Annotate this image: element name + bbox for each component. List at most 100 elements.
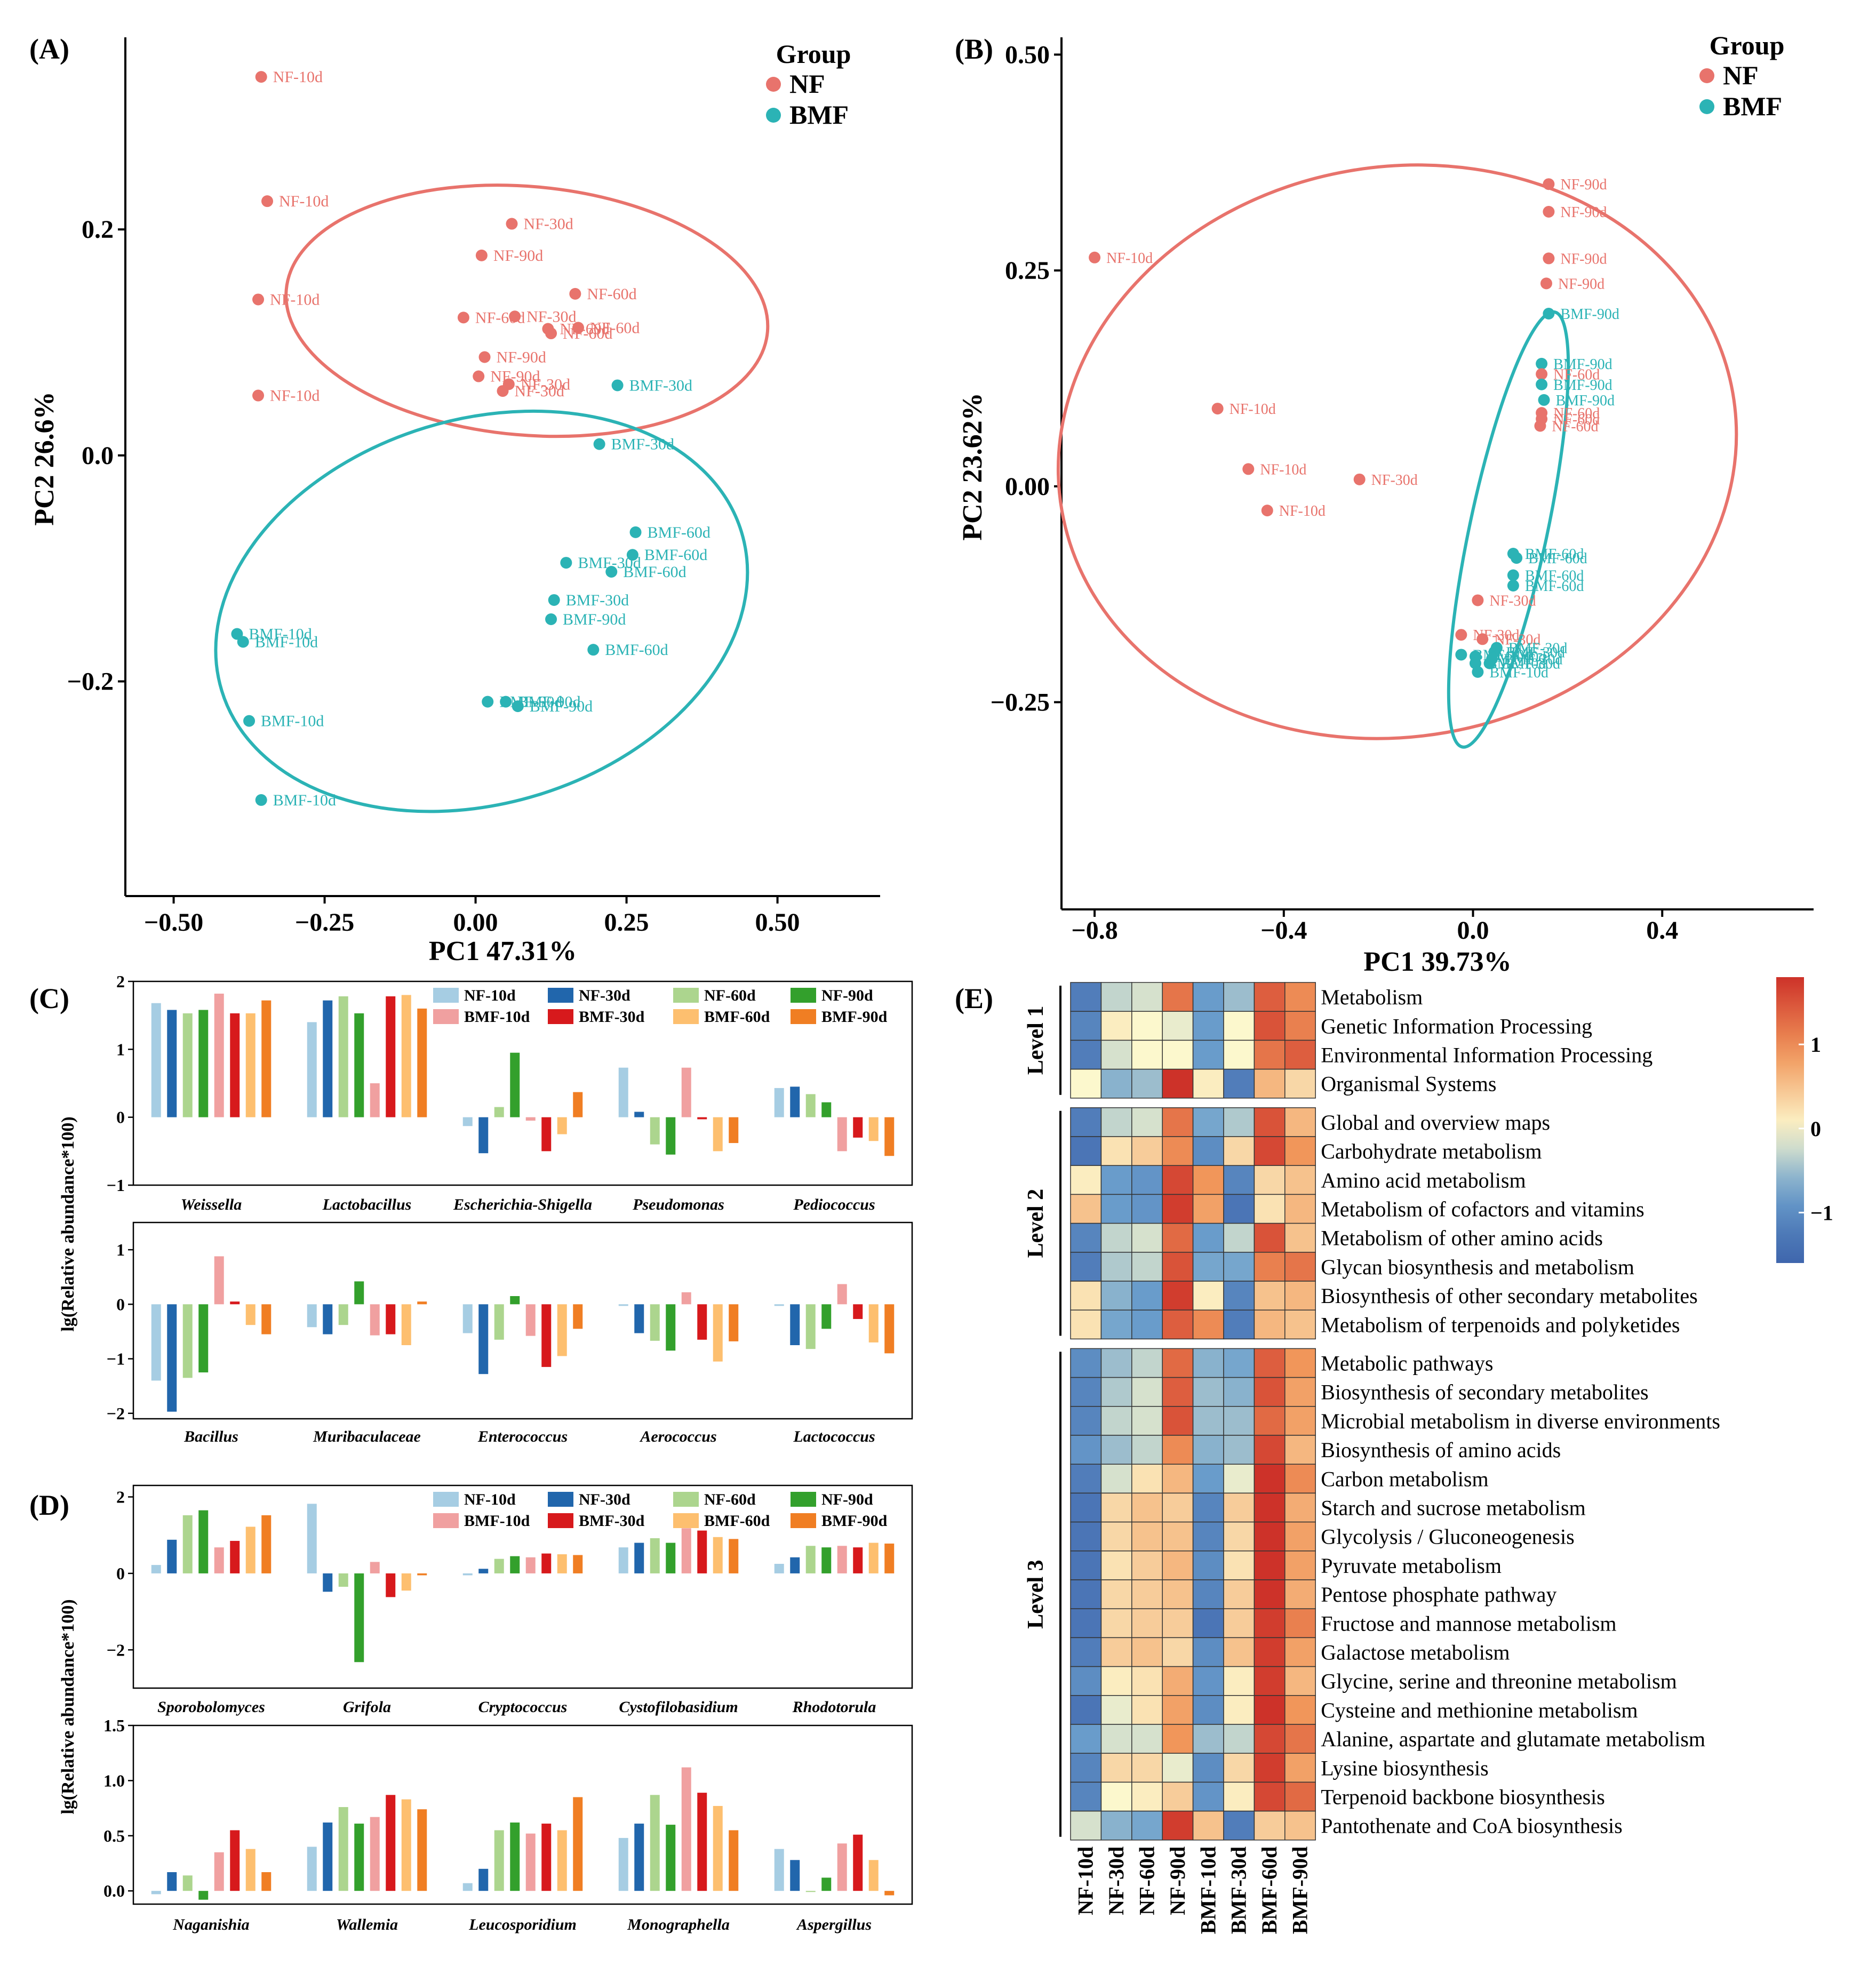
bar xyxy=(821,1877,832,1891)
heatmap-cell xyxy=(1223,1252,1255,1282)
heatmap-cell xyxy=(1100,1222,1132,1253)
legend-label: BMF-60d xyxy=(704,1008,770,1026)
bar xyxy=(417,1301,427,1305)
heatmap-cell xyxy=(1131,1464,1163,1494)
category-label: Aerococcus xyxy=(639,1428,716,1445)
point-label: NF-60d xyxy=(590,319,640,337)
heatmap-cell xyxy=(1223,1406,1255,1436)
y-tick-label: −0.25 xyxy=(991,688,1050,716)
sample-point xyxy=(587,644,600,656)
bar xyxy=(182,1013,193,1117)
panel-label: (A) xyxy=(29,33,69,65)
heatmap-cell xyxy=(1223,1464,1255,1494)
bar xyxy=(821,1547,832,1573)
heatmap-cell xyxy=(1223,1435,1255,1465)
panel-label: (E) xyxy=(955,982,993,1014)
heatmap-cell xyxy=(1284,1040,1316,1070)
column-label: BMF-90d xyxy=(1288,1847,1312,1934)
legend-label: NF xyxy=(1723,60,1759,90)
bar xyxy=(681,1067,691,1117)
point-label: NF-10d xyxy=(1230,401,1276,418)
category-label: Enterococcus xyxy=(477,1428,568,1445)
heatmap-cell xyxy=(1192,1377,1224,1407)
point-label: NF-90d xyxy=(497,349,546,366)
point-label: BMF-90d xyxy=(530,698,593,715)
heatmap-cell xyxy=(1162,1136,1194,1166)
sample-point xyxy=(1540,277,1552,290)
heatmap-cell xyxy=(1070,1281,1102,1310)
sample-point xyxy=(1511,552,1523,564)
bar xyxy=(713,1117,723,1152)
heatmap-cell xyxy=(1100,1666,1132,1696)
bar xyxy=(323,1573,333,1592)
y-tick-label: 0.0 xyxy=(82,442,114,470)
point-label: BMF-10d xyxy=(1489,665,1548,681)
heatmap-cell xyxy=(1162,1435,1194,1465)
bar xyxy=(167,1010,177,1117)
bar xyxy=(666,1304,676,1351)
heatmap-cell xyxy=(1162,1068,1194,1099)
sample-point xyxy=(1536,368,1548,380)
y-tick-label: 1 xyxy=(116,1240,125,1259)
y-tick-label: 0.25 xyxy=(1005,257,1050,285)
heatmap-cell xyxy=(1100,1492,1132,1523)
legend-marker-bmf xyxy=(766,108,781,123)
bar xyxy=(354,1824,364,1891)
bar-subplot: −2 0 2 Sporobolomyces Grifola Cryptococcus Cys… xyxy=(107,1484,913,1716)
sample-point xyxy=(497,385,509,397)
y-axis-title: lg(Relative abundance*100) xyxy=(58,1116,78,1331)
bar xyxy=(338,996,348,1117)
row-label: Glycine, serine and threonine metabolism xyxy=(1321,1669,1677,1693)
panel-label: (C) xyxy=(29,982,69,1014)
sample-point xyxy=(545,327,557,340)
bar xyxy=(774,1304,784,1306)
heatmap-cell xyxy=(1070,1666,1102,1696)
bar xyxy=(541,1553,552,1573)
column-label: BMF-10d xyxy=(1196,1847,1220,1934)
heatmap-cell xyxy=(1254,1724,1286,1754)
legend-label: NF-30d xyxy=(579,1491,630,1508)
row-label: Biosynthesis of other secondary metaboli… xyxy=(1321,1284,1698,1308)
heatmap-cell xyxy=(1223,982,1255,1012)
x-tick-label: 0.25 xyxy=(604,908,649,937)
bar xyxy=(634,1543,644,1573)
heatmap-cell xyxy=(1131,1724,1163,1754)
bar xyxy=(370,1817,380,1891)
heatmap-cell xyxy=(1100,1435,1132,1465)
legend-swatch xyxy=(673,1513,699,1528)
heatmap-cell xyxy=(1192,1107,1224,1137)
bar xyxy=(868,1860,879,1891)
heatmap-cell xyxy=(1162,982,1194,1012)
bar xyxy=(805,1094,816,1117)
sample-point xyxy=(1543,308,1555,320)
bar xyxy=(650,1304,660,1341)
heatmap-cell xyxy=(1100,1165,1132,1195)
bar xyxy=(167,1304,177,1412)
bar xyxy=(494,1107,504,1117)
heatmap-cell xyxy=(1131,1136,1163,1166)
bar xyxy=(167,1872,177,1891)
row-label: Glycolysis / Gluconeogenesis xyxy=(1321,1525,1575,1549)
sample-point xyxy=(255,794,267,806)
legend-swatch xyxy=(548,1492,573,1507)
heatmap-cell xyxy=(1223,1194,1255,1224)
legend-swatch xyxy=(548,988,573,1003)
bar xyxy=(370,1304,380,1336)
heatmap-cell xyxy=(1070,1492,1102,1523)
bar xyxy=(650,1538,660,1573)
bar xyxy=(214,1852,224,1891)
bar xyxy=(230,1013,240,1117)
bar xyxy=(853,1117,863,1138)
bar xyxy=(853,1834,863,1891)
bar xyxy=(151,1891,161,1895)
bar xyxy=(697,1304,707,1340)
point-label: NF-60d xyxy=(560,321,609,338)
heatmap-cell xyxy=(1254,1551,1286,1580)
sample-point xyxy=(500,696,512,708)
heatmap-cell xyxy=(1131,1521,1163,1552)
column-label: NF-30d xyxy=(1104,1847,1128,1915)
bar xyxy=(510,1052,520,1117)
heatmap-cell xyxy=(1223,1666,1255,1696)
bar xyxy=(401,1573,411,1591)
point-label: NF-60d xyxy=(1552,418,1598,435)
